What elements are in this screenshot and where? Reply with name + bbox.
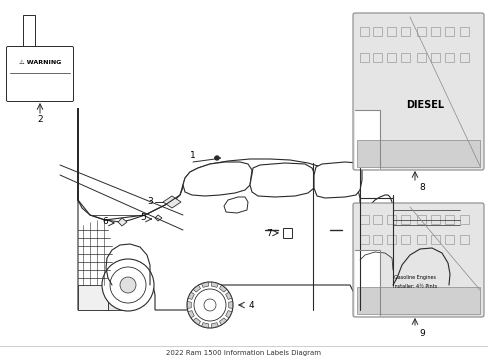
Polygon shape <box>225 292 231 300</box>
Polygon shape <box>193 318 200 325</box>
Bar <box>400 215 409 224</box>
Bar <box>430 27 439 36</box>
Polygon shape <box>211 282 218 287</box>
Bar <box>430 235 439 244</box>
Circle shape <box>203 299 216 311</box>
Polygon shape <box>392 295 459 310</box>
FancyBboxPatch shape <box>352 13 483 170</box>
Bar <box>386 215 395 224</box>
Text: 5: 5 <box>140 213 145 222</box>
Bar <box>386 53 395 62</box>
Bar <box>372 53 381 62</box>
Bar <box>444 235 453 244</box>
Text: Installer: 4½ Pints: Installer: 4½ Pints <box>392 284 436 288</box>
Bar <box>400 27 409 36</box>
Text: 2022 Ram 1500 Information Labels Diagram: 2022 Ram 1500 Information Labels Diagram <box>166 350 321 356</box>
Bar <box>444 215 453 224</box>
Polygon shape <box>78 108 459 310</box>
Circle shape <box>416 277 432 293</box>
Bar <box>359 235 368 244</box>
Polygon shape <box>201 282 208 287</box>
Polygon shape <box>187 302 191 309</box>
Bar <box>459 27 468 36</box>
Polygon shape <box>201 323 208 328</box>
Bar <box>459 53 468 62</box>
Polygon shape <box>224 197 247 213</box>
FancyBboxPatch shape <box>6 46 73 102</box>
FancyBboxPatch shape <box>23 15 35 48</box>
Text: 6: 6 <box>102 217 108 226</box>
Polygon shape <box>187 311 194 318</box>
Bar <box>444 53 453 62</box>
Text: 8: 8 <box>418 184 424 193</box>
FancyBboxPatch shape <box>356 140 479 167</box>
Polygon shape <box>354 110 379 168</box>
Bar <box>459 235 468 244</box>
Polygon shape <box>313 162 361 198</box>
Polygon shape <box>163 196 181 208</box>
Bar <box>416 53 425 62</box>
Bar <box>386 27 395 36</box>
Polygon shape <box>108 300 130 310</box>
Text: DIESEL: DIESEL <box>405 100 443 110</box>
Bar <box>416 27 425 36</box>
Polygon shape <box>193 285 200 292</box>
Circle shape <box>102 259 154 311</box>
Bar <box>359 215 368 224</box>
Polygon shape <box>219 318 226 325</box>
Text: 2: 2 <box>37 116 43 125</box>
Bar <box>372 215 381 224</box>
Bar <box>430 215 439 224</box>
Circle shape <box>120 277 136 293</box>
FancyBboxPatch shape <box>356 287 479 314</box>
Bar <box>444 27 453 36</box>
Bar <box>416 215 425 224</box>
Text: 7: 7 <box>265 229 271 238</box>
Polygon shape <box>183 162 251 196</box>
Text: ⚠ WARNING: ⚠ WARNING <box>19 59 61 64</box>
FancyBboxPatch shape <box>352 203 483 317</box>
Polygon shape <box>228 302 232 309</box>
Bar <box>359 27 368 36</box>
Polygon shape <box>78 285 108 310</box>
Text: 1: 1 <box>190 150 196 159</box>
Circle shape <box>186 282 232 328</box>
Bar <box>386 235 395 244</box>
Bar <box>416 235 425 244</box>
Bar <box>359 53 368 62</box>
Circle shape <box>406 267 442 303</box>
Text: 4: 4 <box>248 301 253 310</box>
Circle shape <box>398 259 450 311</box>
Bar <box>459 215 468 224</box>
Bar <box>372 235 381 244</box>
Polygon shape <box>155 215 162 221</box>
Polygon shape <box>354 250 379 315</box>
Polygon shape <box>211 323 218 328</box>
Bar <box>430 53 439 62</box>
Polygon shape <box>118 218 127 226</box>
Polygon shape <box>249 163 314 197</box>
Polygon shape <box>219 285 226 292</box>
Polygon shape <box>225 311 231 318</box>
Bar <box>372 27 381 36</box>
Text: 3: 3 <box>147 198 153 207</box>
Polygon shape <box>187 292 194 300</box>
Text: 9: 9 <box>418 328 424 338</box>
Bar <box>400 53 409 62</box>
Circle shape <box>215 156 219 160</box>
Text: Gasoline Engines: Gasoline Engines <box>393 275 435 280</box>
Circle shape <box>110 267 146 303</box>
Circle shape <box>194 289 225 321</box>
Bar <box>400 235 409 244</box>
